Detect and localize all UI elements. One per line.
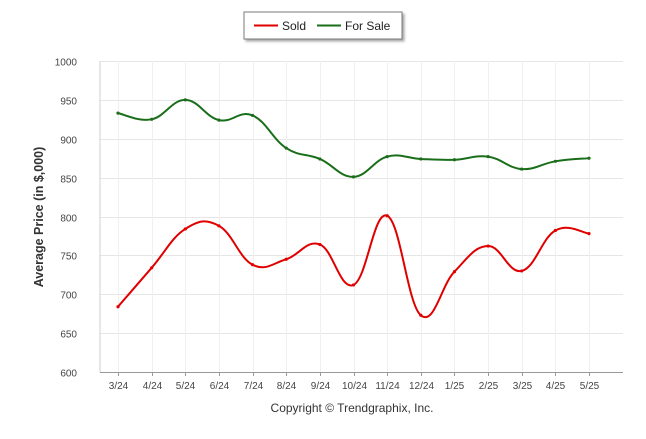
y-tick-label: 950 (60, 97, 77, 108)
data-point-sold (217, 224, 221, 228)
data-point-sold (385, 214, 389, 218)
data-point-sold (486, 244, 490, 248)
y-tick-label: 650 (60, 330, 77, 341)
data-point-sold (183, 227, 187, 231)
x-tick-label: 7/24 (244, 381, 264, 392)
series (116, 98, 591, 319)
data-point-for-sale (486, 155, 490, 159)
x-tick-label: 11/24 (375, 381, 400, 392)
data-point-sold (318, 242, 322, 247)
x-tick-label: 4/25 (546, 381, 566, 392)
data-point-for-sale (452, 158, 457, 162)
x-tick-label: 5/24 (176, 381, 196, 392)
data-point-for-sale (116, 111, 120, 115)
data-point-for-sale (385, 155, 389, 159)
data-point-for-sale (183, 98, 187, 102)
data-point-for-sale (419, 157, 423, 161)
legend: Sold For Sale (243, 11, 403, 40)
data-point-sold (351, 283, 356, 287)
x-tick-label: 3/24 (109, 381, 129, 392)
y-tick-label: 750 (60, 252, 77, 263)
x-tick-label: 6/24 (210, 381, 230, 392)
data-point-for-sale (250, 113, 255, 118)
data-point-for-sale (553, 159, 557, 163)
legend-label-sold: Sold (282, 19, 306, 33)
x-tick-label: 2/25 (479, 381, 499, 392)
x-tick-label: 4/24 (143, 381, 163, 392)
data-point-sold (284, 257, 288, 261)
data-point-sold (452, 270, 457, 274)
x-tick-label: 1/25 (445, 381, 465, 392)
x-tick-label: 3/25 (513, 381, 533, 392)
data-point-for-sale (351, 175, 356, 179)
data-point-for-sale (150, 117, 154, 121)
y-tick-label: 900 (60, 136, 77, 147)
data-point-sold (116, 305, 120, 309)
data-point-sold (587, 232, 591, 236)
x-tick-label: 5/25 (580, 381, 600, 392)
y-tick-label: 850 (60, 175, 77, 186)
series-line-sold (117, 214, 590, 319)
legend-label-for-sale: For Sale (345, 19, 391, 33)
grid (100, 61, 623, 373)
data-point-sold (250, 263, 255, 267)
data-point-sold (419, 313, 423, 317)
data-point-for-sale (217, 118, 221, 122)
data-point-for-sale (318, 157, 322, 161)
data-point-for-sale (284, 146, 288, 150)
x-tick-label: 12/24 (409, 381, 434, 392)
x-tick-label: 9/24 (311, 381, 331, 392)
x-tick-label: 10/24 (342, 381, 367, 392)
copyright-footer: Copyright © Trendgraphix, Inc. (271, 401, 434, 415)
data-point-sold (553, 228, 557, 233)
y-tick-label: 600 (60, 369, 77, 380)
x-tick-label: 8/24 (277, 381, 297, 392)
y-tick-label: 1000 (55, 58, 78, 69)
y-tick-label: 700 (60, 291, 77, 302)
data-point-sold (520, 269, 524, 273)
data-point-sold (150, 266, 154, 270)
data-point-for-sale (520, 167, 524, 171)
axes: 600 650 700 750 800 850 900 950 1000 3/24 4/24 5/24… (55, 58, 623, 392)
y-axis-label: Average Price (in $,000) (32, 147, 46, 288)
y-tick-label: 800 (60, 214, 77, 225)
data-point-for-sale (587, 156, 591, 160)
series-line-for-sale (117, 98, 590, 178)
